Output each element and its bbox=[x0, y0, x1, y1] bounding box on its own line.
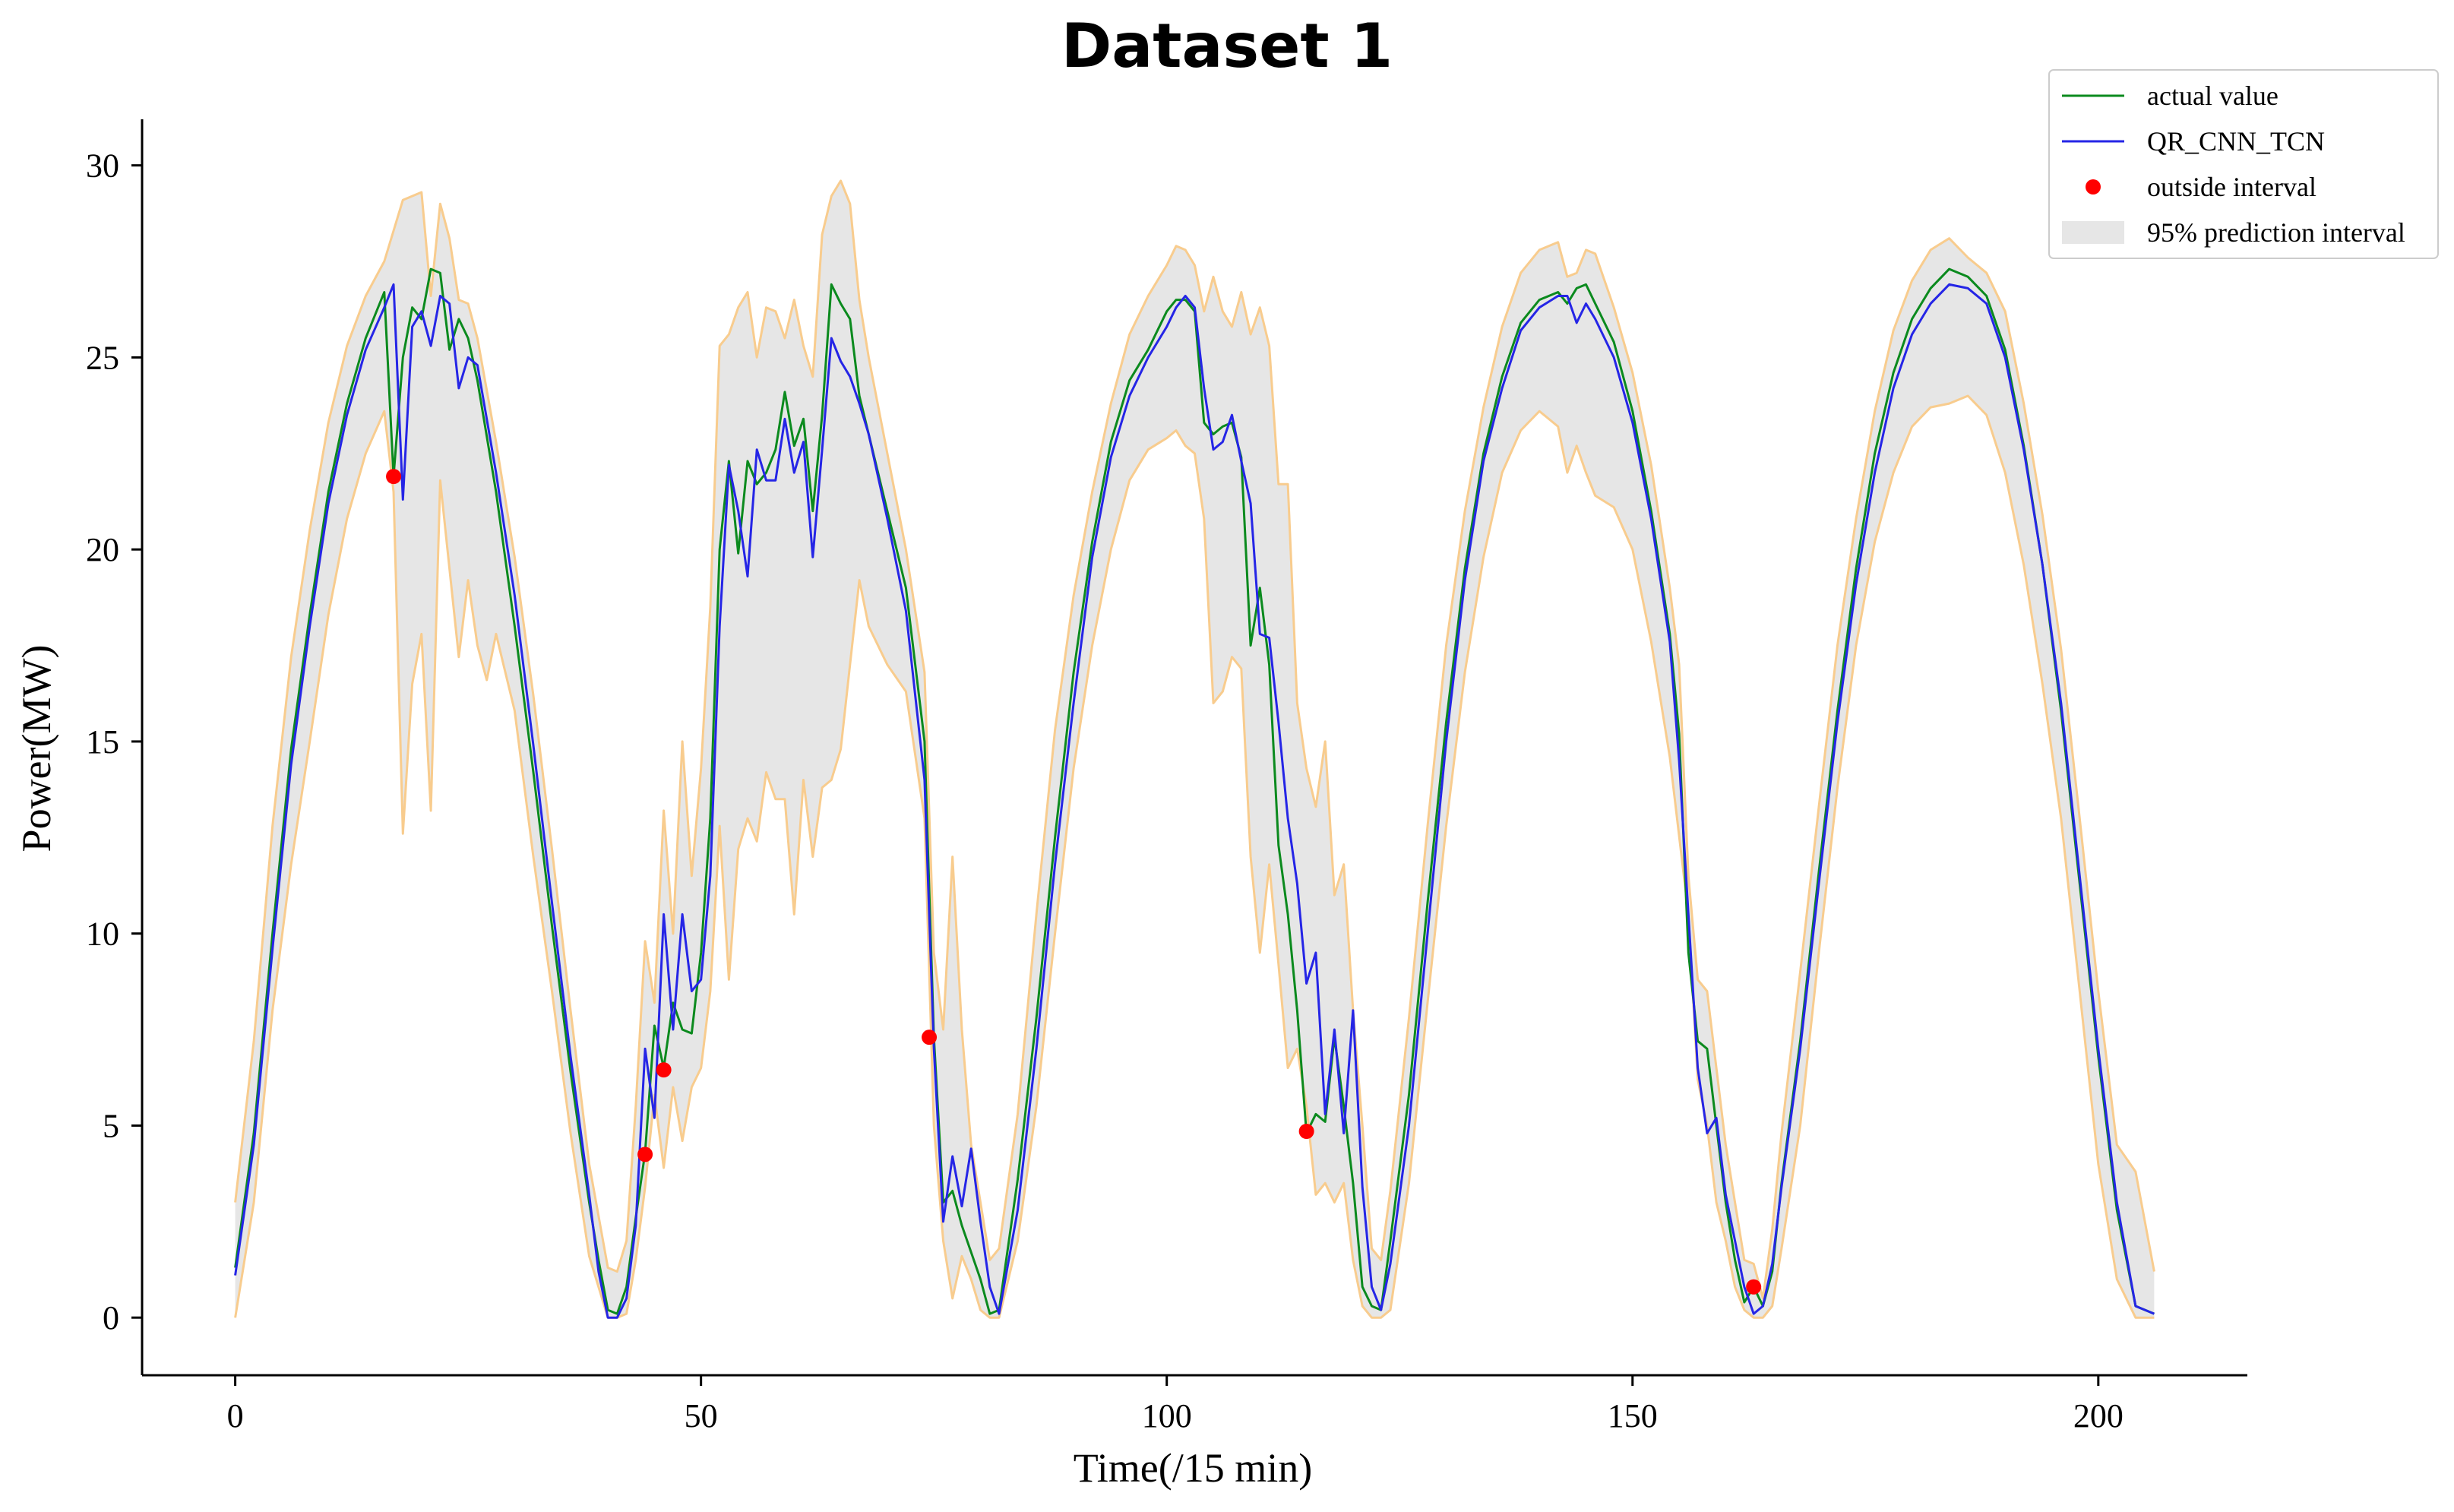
interval-upper-bound bbox=[234, 179, 2155, 1300]
x-axis-label: Time(/15 min) bbox=[1074, 1445, 1313, 1491]
x-tick-label-0: 0 bbox=[227, 1397, 244, 1435]
x-tick-label-200: 200 bbox=[2073, 1397, 2124, 1435]
interval-lower-bound bbox=[234, 394, 2155, 1319]
outside-point-1 bbox=[386, 469, 402, 485]
x-tick-label-100: 100 bbox=[1142, 1397, 1192, 1435]
plot-area bbox=[234, 179, 2155, 1319]
y-tick-label-30: 30 bbox=[86, 147, 119, 185]
y-tick-label-20: 20 bbox=[86, 531, 119, 568]
legend-label-actual: actual value bbox=[2147, 81, 2278, 111]
legend-label-predicted: QR_CNN_TCN bbox=[2147, 126, 2325, 157]
x-tick-label-150: 150 bbox=[1608, 1397, 1658, 1435]
outside-point-2 bbox=[637, 1147, 653, 1162]
qr-cnn-tcn-line bbox=[234, 283, 2155, 1319]
y-tick-label-5: 5 bbox=[103, 1107, 119, 1144]
outside-point-4 bbox=[922, 1030, 938, 1045]
y-axis-label: Power(MW) bbox=[14, 645, 59, 852]
outside-point-5 bbox=[1298, 1124, 1314, 1140]
legend-label-interval: 95% prediction interval bbox=[2147, 217, 2405, 248]
legend-label-outside: outside interval bbox=[2147, 172, 2316, 202]
y-tick-label-10: 10 bbox=[86, 916, 119, 953]
y-tick-label-25: 25 bbox=[86, 339, 119, 376]
y-tick-label-0: 0 bbox=[103, 1299, 119, 1336]
y-tick-label-15: 15 bbox=[86, 723, 119, 761]
outside-point-3 bbox=[656, 1062, 672, 1078]
axes: 0 50 100 150 200 0 5 10 15 20 25 30 bbox=[86, 119, 2247, 1435]
prediction-interval-band bbox=[235, 180, 2155, 1318]
outside-point-6 bbox=[1746, 1279, 1762, 1295]
legend-outside-swatch bbox=[2086, 179, 2101, 195]
legend-box bbox=[2048, 69, 2439, 259]
chart-title: Dataset 1 bbox=[1061, 11, 1393, 81]
x-tick-label-50: 50 bbox=[685, 1397, 718, 1435]
legend-interval-swatch bbox=[2062, 221, 2124, 244]
